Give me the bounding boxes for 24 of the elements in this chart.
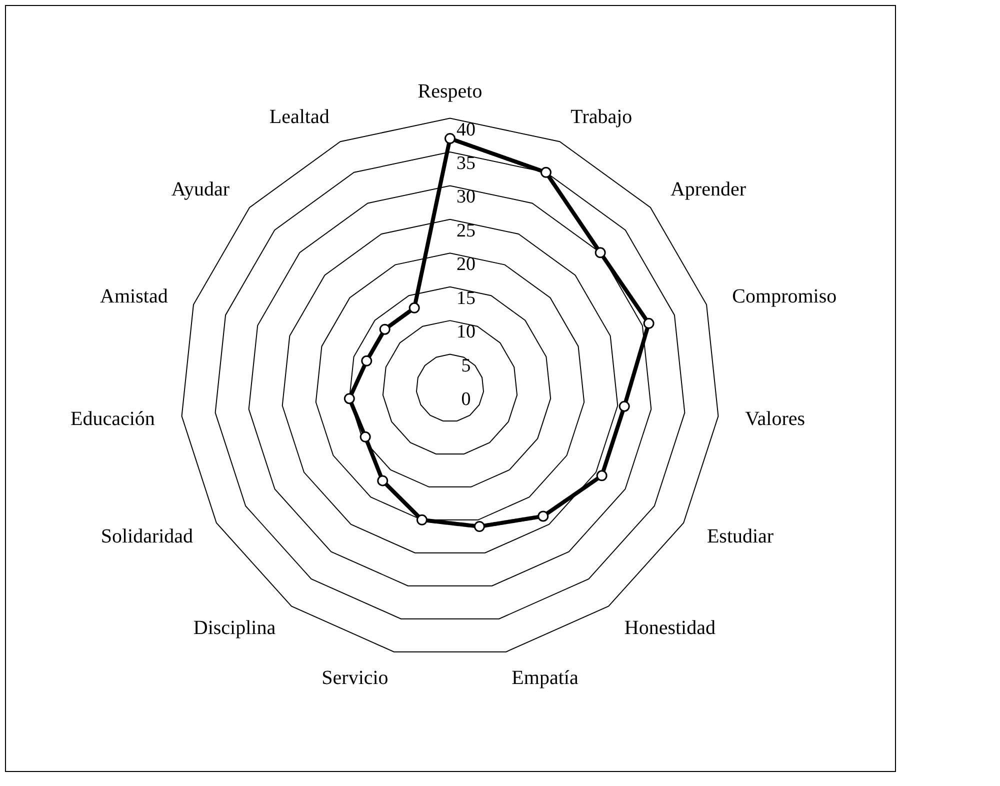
y-tick-label: 35 [456,152,476,174]
spoke-label: Lealtad [269,106,330,128]
y-tick-label: 10 [456,322,476,343]
y-tick-label: 20 [456,254,476,276]
y-tick-label: 5 [461,355,471,376]
y-tick-label: 25 [456,220,476,242]
spoke-label: Servicio [322,667,388,690]
spoke-label: Empatía [512,667,578,690]
spoke-label: Honestidad [624,617,716,640]
spoke-label: Ayudar [171,178,230,200]
spoke-label: Amistad [100,285,168,308]
y-tick-label: 15 [456,288,476,309]
spoke-label: Estudiar [706,525,774,548]
spoke-label: Educación [70,408,155,430]
y-tick-label: 0 [461,389,471,410]
y-tick-label: 40 [456,119,476,140]
spoke-label: Solidaridad [100,525,194,548]
spoke-label: Valores [745,408,806,430]
spoke-label: Aprender [670,178,746,200]
y-tick-label: 30 [456,186,476,208]
spoke-label: Compromiso [732,285,837,308]
spoke-label: Disciplina [193,617,276,640]
spoke-label: Trabajo [570,106,632,128]
spoke-label: Respeto [418,80,482,102]
